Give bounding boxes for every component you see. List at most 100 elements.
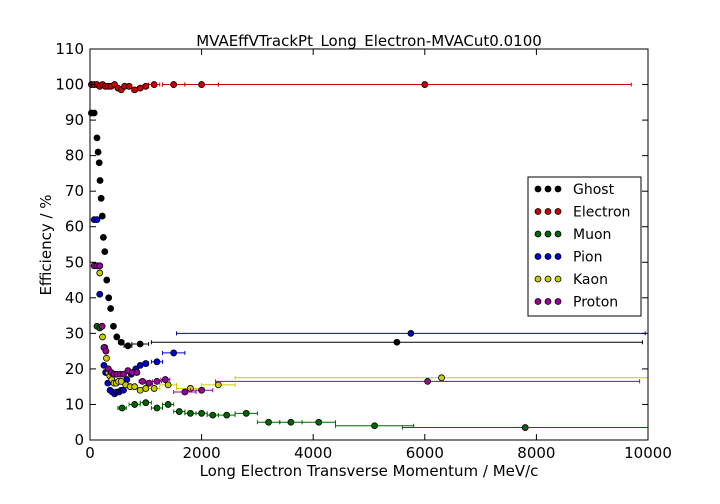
data-point <box>142 385 150 392</box>
data-point <box>521 424 529 431</box>
x-tick-label: 8000 <box>517 444 555 462</box>
data-point <box>170 349 178 357</box>
data-point <box>198 409 206 417</box>
data-point <box>438 374 445 382</box>
data-point <box>393 338 401 346</box>
y-tick-label: 30 <box>65 324 84 342</box>
data-point <box>102 347 110 355</box>
data-point <box>142 82 150 90</box>
y-tick-label: 40 <box>65 289 84 307</box>
x-axis-label: Long Electron Transverse Momentum / MeV/… <box>200 462 539 480</box>
y-axis-label: Efficiency / % <box>37 194 55 295</box>
data-point <box>101 248 109 256</box>
plot-frame <box>89 48 649 441</box>
data-point <box>153 377 161 385</box>
data-point <box>98 322 106 330</box>
legend-marker <box>554 253 562 260</box>
data-point <box>96 177 104 184</box>
data-point <box>93 216 101 224</box>
series-ghost <box>87 109 643 350</box>
data-point <box>150 81 158 88</box>
legend-marker <box>544 230 552 238</box>
series-electron <box>87 81 632 94</box>
plot-marks <box>87 81 649 431</box>
data-point <box>120 370 127 378</box>
data-point <box>315 418 323 426</box>
data-point <box>96 290 104 298</box>
data-point <box>96 262 104 270</box>
data-point <box>136 340 144 348</box>
data-point <box>136 84 144 92</box>
data-point <box>150 385 158 392</box>
data-point <box>131 383 139 391</box>
legend-marker <box>544 275 552 283</box>
data-point <box>93 134 101 142</box>
data-point <box>131 86 139 94</box>
legend-marker <box>554 298 562 305</box>
legend-marker <box>554 230 562 238</box>
data-point <box>142 360 150 367</box>
data-point <box>96 269 104 277</box>
data-point <box>170 81 178 88</box>
data-point <box>118 404 126 412</box>
legend-marker <box>534 253 542 260</box>
legend-marker <box>554 275 562 283</box>
data-point <box>110 322 117 330</box>
data-point <box>107 305 115 312</box>
data-point <box>136 386 144 394</box>
legend-marker <box>544 298 552 305</box>
data-point <box>265 418 272 426</box>
y-tick-label: 90 <box>65 111 84 129</box>
data-point <box>90 109 98 117</box>
legend-label: Ghost <box>573 182 615 198</box>
data-point <box>181 388 189 396</box>
y-tick-label: 0 <box>74 431 84 449</box>
legend-marker <box>554 208 562 215</box>
legend-label: Muon <box>573 227 611 243</box>
data-point <box>99 333 106 341</box>
x-tick-label: 6000 <box>406 444 444 462</box>
axis-ticks: 0 2000 4000 6000 8000 10000 0 10 20 30 40 50 60 70 80 9… <box>55 40 672 462</box>
legend-label: Kaon <box>573 272 608 288</box>
x-tick-label: 4000 <box>294 444 332 462</box>
data-point <box>139 377 146 385</box>
chart-title: MVAEffVTrackPt_Long_Electron-MVACut0.010… <box>196 32 542 51</box>
data-point <box>117 377 125 385</box>
legend-marker <box>544 208 552 215</box>
data-point <box>94 148 102 156</box>
data-point <box>131 401 139 408</box>
legend-marker <box>534 275 542 283</box>
data-point <box>97 194 105 202</box>
data-point <box>153 404 161 412</box>
legend-marker <box>534 298 542 305</box>
legend-marker <box>554 185 562 193</box>
data-point <box>214 381 222 389</box>
legend-marker <box>534 230 542 238</box>
data-point <box>198 81 206 88</box>
y-tick-label: 110 <box>55 40 84 58</box>
legend-box <box>527 176 642 317</box>
data-point <box>161 376 169 383</box>
y-tick-label: 10 <box>65 395 84 413</box>
data-point <box>153 358 161 366</box>
data-point <box>105 294 113 302</box>
data-point <box>125 82 133 90</box>
legend: Ghost Electron Muon Pion Kaon Proton <box>527 176 642 317</box>
y-tick-label: 50 <box>65 253 84 271</box>
data-point <box>164 401 172 408</box>
legend-label: Proton <box>573 295 618 311</box>
x-tick-label: 0 <box>85 444 95 462</box>
y-tick-label: 70 <box>65 182 84 200</box>
data-point <box>164 381 172 389</box>
data-point <box>103 354 110 362</box>
data-point <box>371 422 378 430</box>
data-point <box>103 276 111 284</box>
data-point <box>187 409 194 417</box>
data-point <box>209 411 217 419</box>
data-point <box>421 81 429 88</box>
data-point <box>113 333 121 341</box>
y-tick-label: 100 <box>55 76 84 94</box>
y-tick-label: 20 <box>65 360 84 378</box>
data-point <box>117 338 125 346</box>
